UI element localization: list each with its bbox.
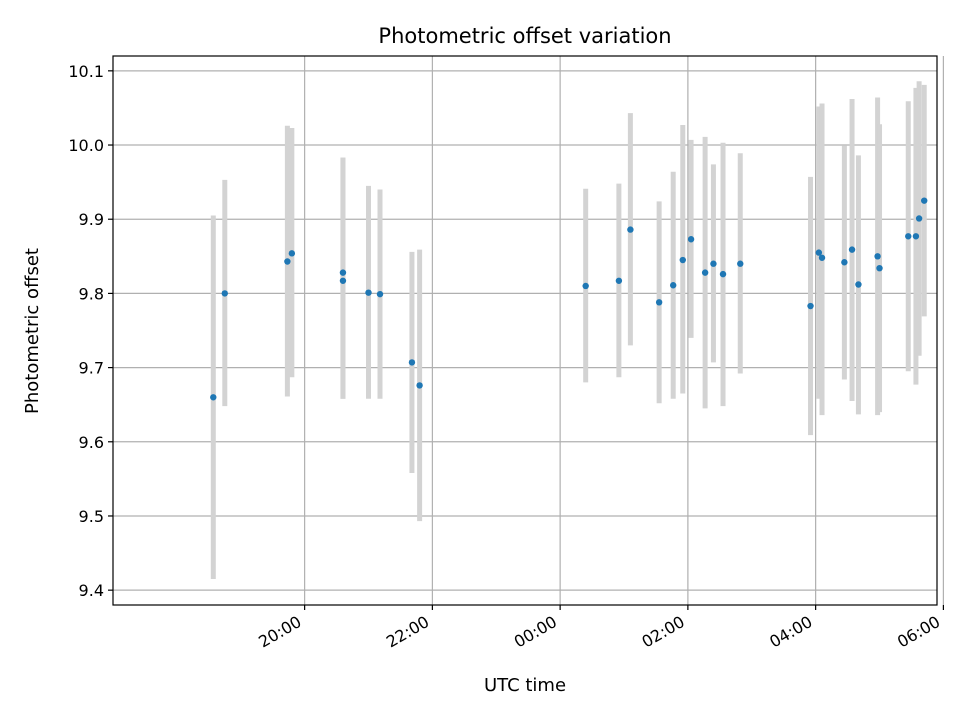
error-bars [210,81,927,580]
data-point [582,282,589,290]
data-point [284,258,291,265]
data-point [669,282,677,289]
x-tick-label: 06:00 [894,612,943,652]
data-point [815,249,823,256]
x-tick-label: 04:00 [766,612,815,652]
x-tick-label: 02:00 [638,612,687,652]
plot-frame [112,55,938,606]
data-point [655,299,663,306]
y-tick-label: 9.4 [79,581,104,600]
y-tick-label: 9.7 [79,359,104,378]
data-point [221,290,228,297]
data-point [339,269,347,276]
x-tick-label: 00:00 [511,612,560,652]
grid-lines [113,56,944,605]
data-point [376,290,384,298]
data-point [210,394,217,401]
data-point [848,246,856,253]
x-tick-label: 22:00 [383,612,432,652]
data-point [416,382,423,389]
data-point [615,277,623,284]
y-tick-label: 9.5 [79,507,104,526]
data-point [912,233,920,240]
data-point [876,264,883,272]
data-point [365,289,372,296]
data-point [855,281,862,288]
data-point [288,250,296,257]
data-point [339,277,347,284]
y-tick-label: 9.9 [79,210,104,229]
data-point [687,236,695,243]
data-point [679,256,686,264]
data-point [874,253,881,260]
data-points [210,197,928,401]
x-axis-title: UTC time [484,675,566,696]
x-tick-label: 20:00 [255,612,304,652]
data-point [818,254,826,261]
data-point [841,259,848,266]
data-point [807,302,814,310]
y-tick-label: 9.8 [79,284,104,303]
data-point [408,359,416,366]
data-point [701,269,709,276]
data-point [921,197,928,204]
y-tick-label: 10.0 [68,136,104,155]
data-point [710,260,717,267]
y-tick-label: 9.6 [79,433,104,452]
chart-title: Photometric offset variation [378,24,671,48]
data-point [627,226,634,233]
y-tick-label: 10.1 [68,62,104,81]
data-point [737,260,744,267]
data-point [905,233,912,240]
y-axis-title: Photometric offset [22,248,43,414]
data-point [915,215,923,222]
data-point [719,270,727,278]
